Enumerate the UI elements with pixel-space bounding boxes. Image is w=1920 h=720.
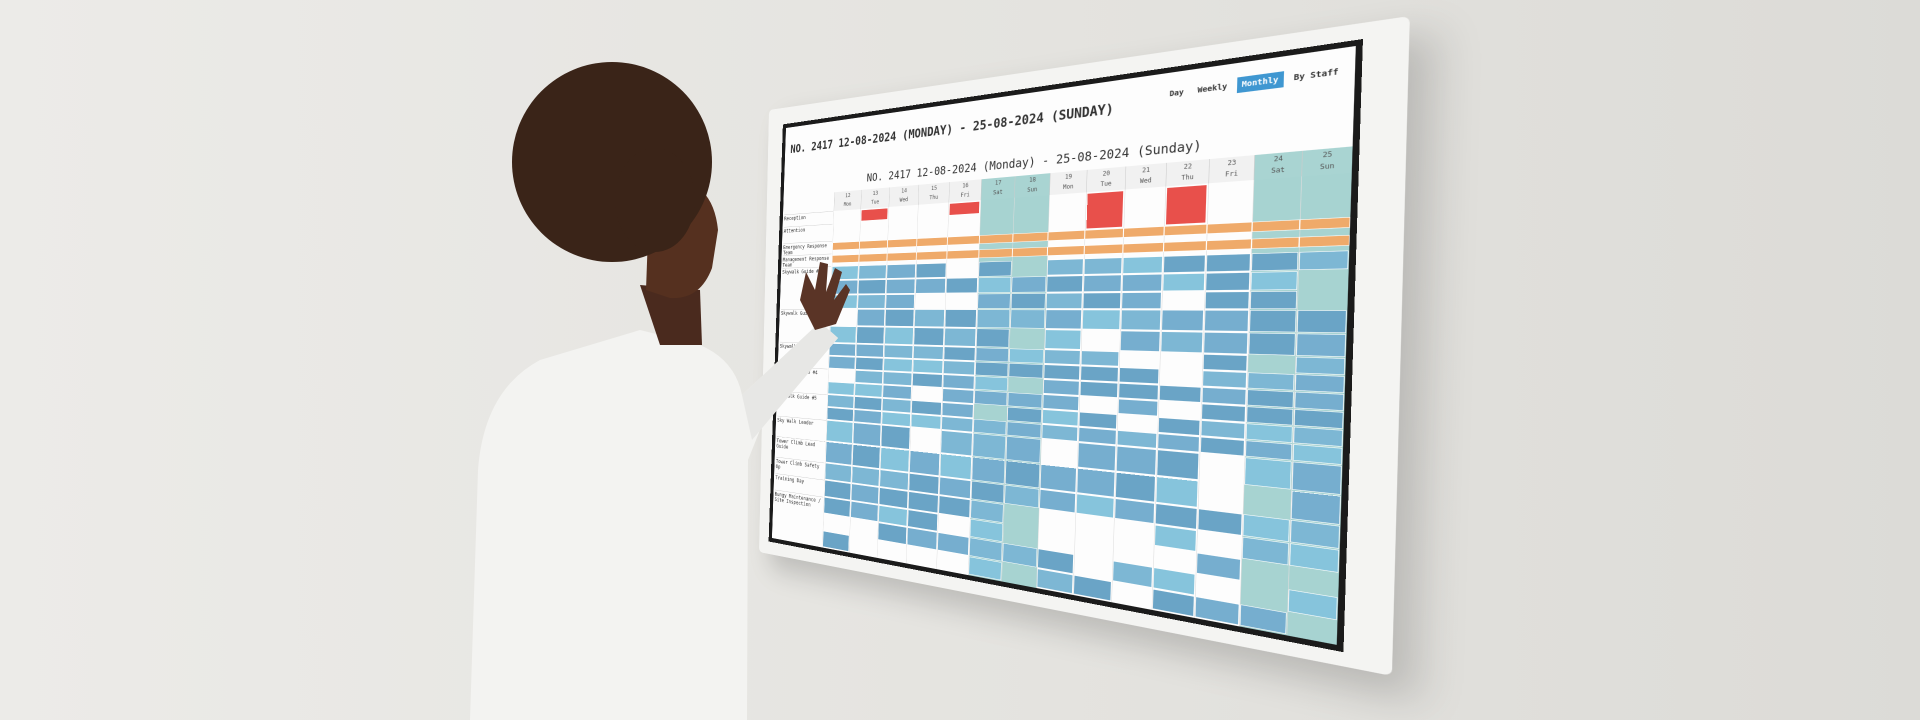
sleeve: [742, 322, 838, 440]
person: [0, 0, 1920, 720]
hair: [615, 148, 695, 252]
hand: [800, 262, 850, 330]
scene: {"header": {"title": "NO. 2417 12-08-202…: [0, 0, 1920, 720]
